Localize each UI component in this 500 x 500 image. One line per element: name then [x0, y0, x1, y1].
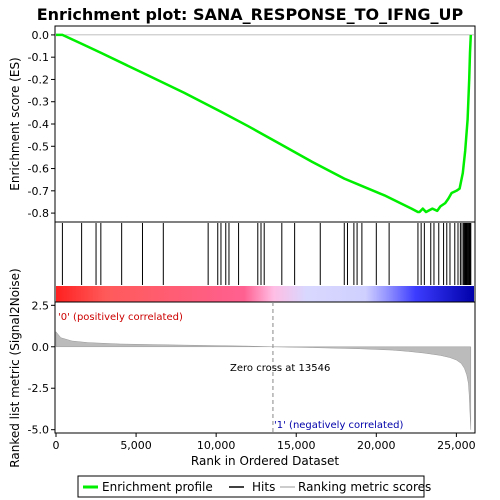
- negative-correlation-label: '1' (negatively correlated): [274, 420, 403, 431]
- legend-hits-label: Hits: [252, 480, 275, 494]
- hit-markers: [61, 223, 472, 285]
- es-y-tick-label: -0.1: [28, 51, 49, 64]
- ranking-y-tick-label: -5.0: [28, 424, 49, 437]
- ranking-y-axis-label: Ranked list metric (Signal2Noise): [8, 268, 22, 467]
- x-tick-label: 5,000: [120, 439, 152, 452]
- es-y-tick-label: -0.7: [28, 185, 49, 198]
- x-tick-label: 15,000: [277, 439, 316, 452]
- es-y-axis-label: Enrichment score (ES): [8, 57, 22, 190]
- zero-cross-label: Zero cross at 13546: [230, 363, 330, 374]
- enrichment-panel: 0.0 -0.1 -0.2 -0.3 -0.4 -0.5 -0.6 -0.7 -0.8 Enri…: [8, 25, 476, 223]
- es-y-tick-label: -0.2: [28, 73, 49, 86]
- legend-ranking-label: Ranking metric scores: [298, 480, 431, 494]
- es-y-tick-label: -0.8: [28, 207, 49, 220]
- x-tick-label: 20,000: [357, 439, 396, 452]
- x-tick-label: 25,000: [437, 439, 476, 452]
- es-y-ticks: 0.0 -0.1 -0.2 -0.3 -0.4 -0.5 -0.6 -0.7 -0.8: [28, 29, 55, 220]
- es-y-tick-label: -0.6: [28, 163, 49, 176]
- es-y-tick-label: 0.0: [32, 29, 50, 42]
- ranking-y-tick-label: 0.0: [32, 341, 50, 354]
- es-curve-group: [56, 33, 474, 214]
- chart-title: Enrichment plot: SANA_RESPONSE_TO_IFNG_U…: [37, 5, 464, 24]
- legend-box: [77, 475, 425, 498]
- x-axis-label: Rank in Ordered Dataset: [191, 454, 339, 468]
- enrichment-plot-frame: [54, 25, 476, 223]
- legend: Enrichment profile Hits Ranking metric s…: [77, 475, 431, 498]
- x-tick-label: 0: [53, 439, 60, 452]
- es-y-tick-label: -0.4: [28, 118, 49, 131]
- ranking-metric-fill: [55, 331, 472, 430]
- ranking-metric-area: [55, 331, 472, 430]
- ranking-plot-frame: [54, 301, 476, 434]
- es-y-tick-label: -0.3: [28, 96, 49, 109]
- hits-panel: [54, 221, 476, 303]
- x-axis-ticks: 0 5,000 10,000 15,000 20,000 25,000: [53, 433, 476, 452]
- ranking-y-tick-label: -2.5: [28, 382, 49, 395]
- legend-enrichment-label: Enrichment profile: [102, 480, 213, 494]
- ranking-panel: 2.5 0.0 -2.5 -5.0 '0' (positively correlate…: [8, 268, 476, 468]
- es-profile-line: [56, 33, 473, 214]
- x-tick-label: 10,000: [197, 439, 236, 452]
- es-y-tick-label: -0.5: [28, 140, 49, 153]
- ranking-y-tick-label: 2.5: [32, 299, 50, 312]
- ranking-y-ticks: 2.5 0.0 -2.5 -5.0: [28, 299, 55, 437]
- correlation-color-bar: [56, 286, 474, 302]
- positive-correlation-label: '0' (positively correlated): [58, 312, 183, 323]
